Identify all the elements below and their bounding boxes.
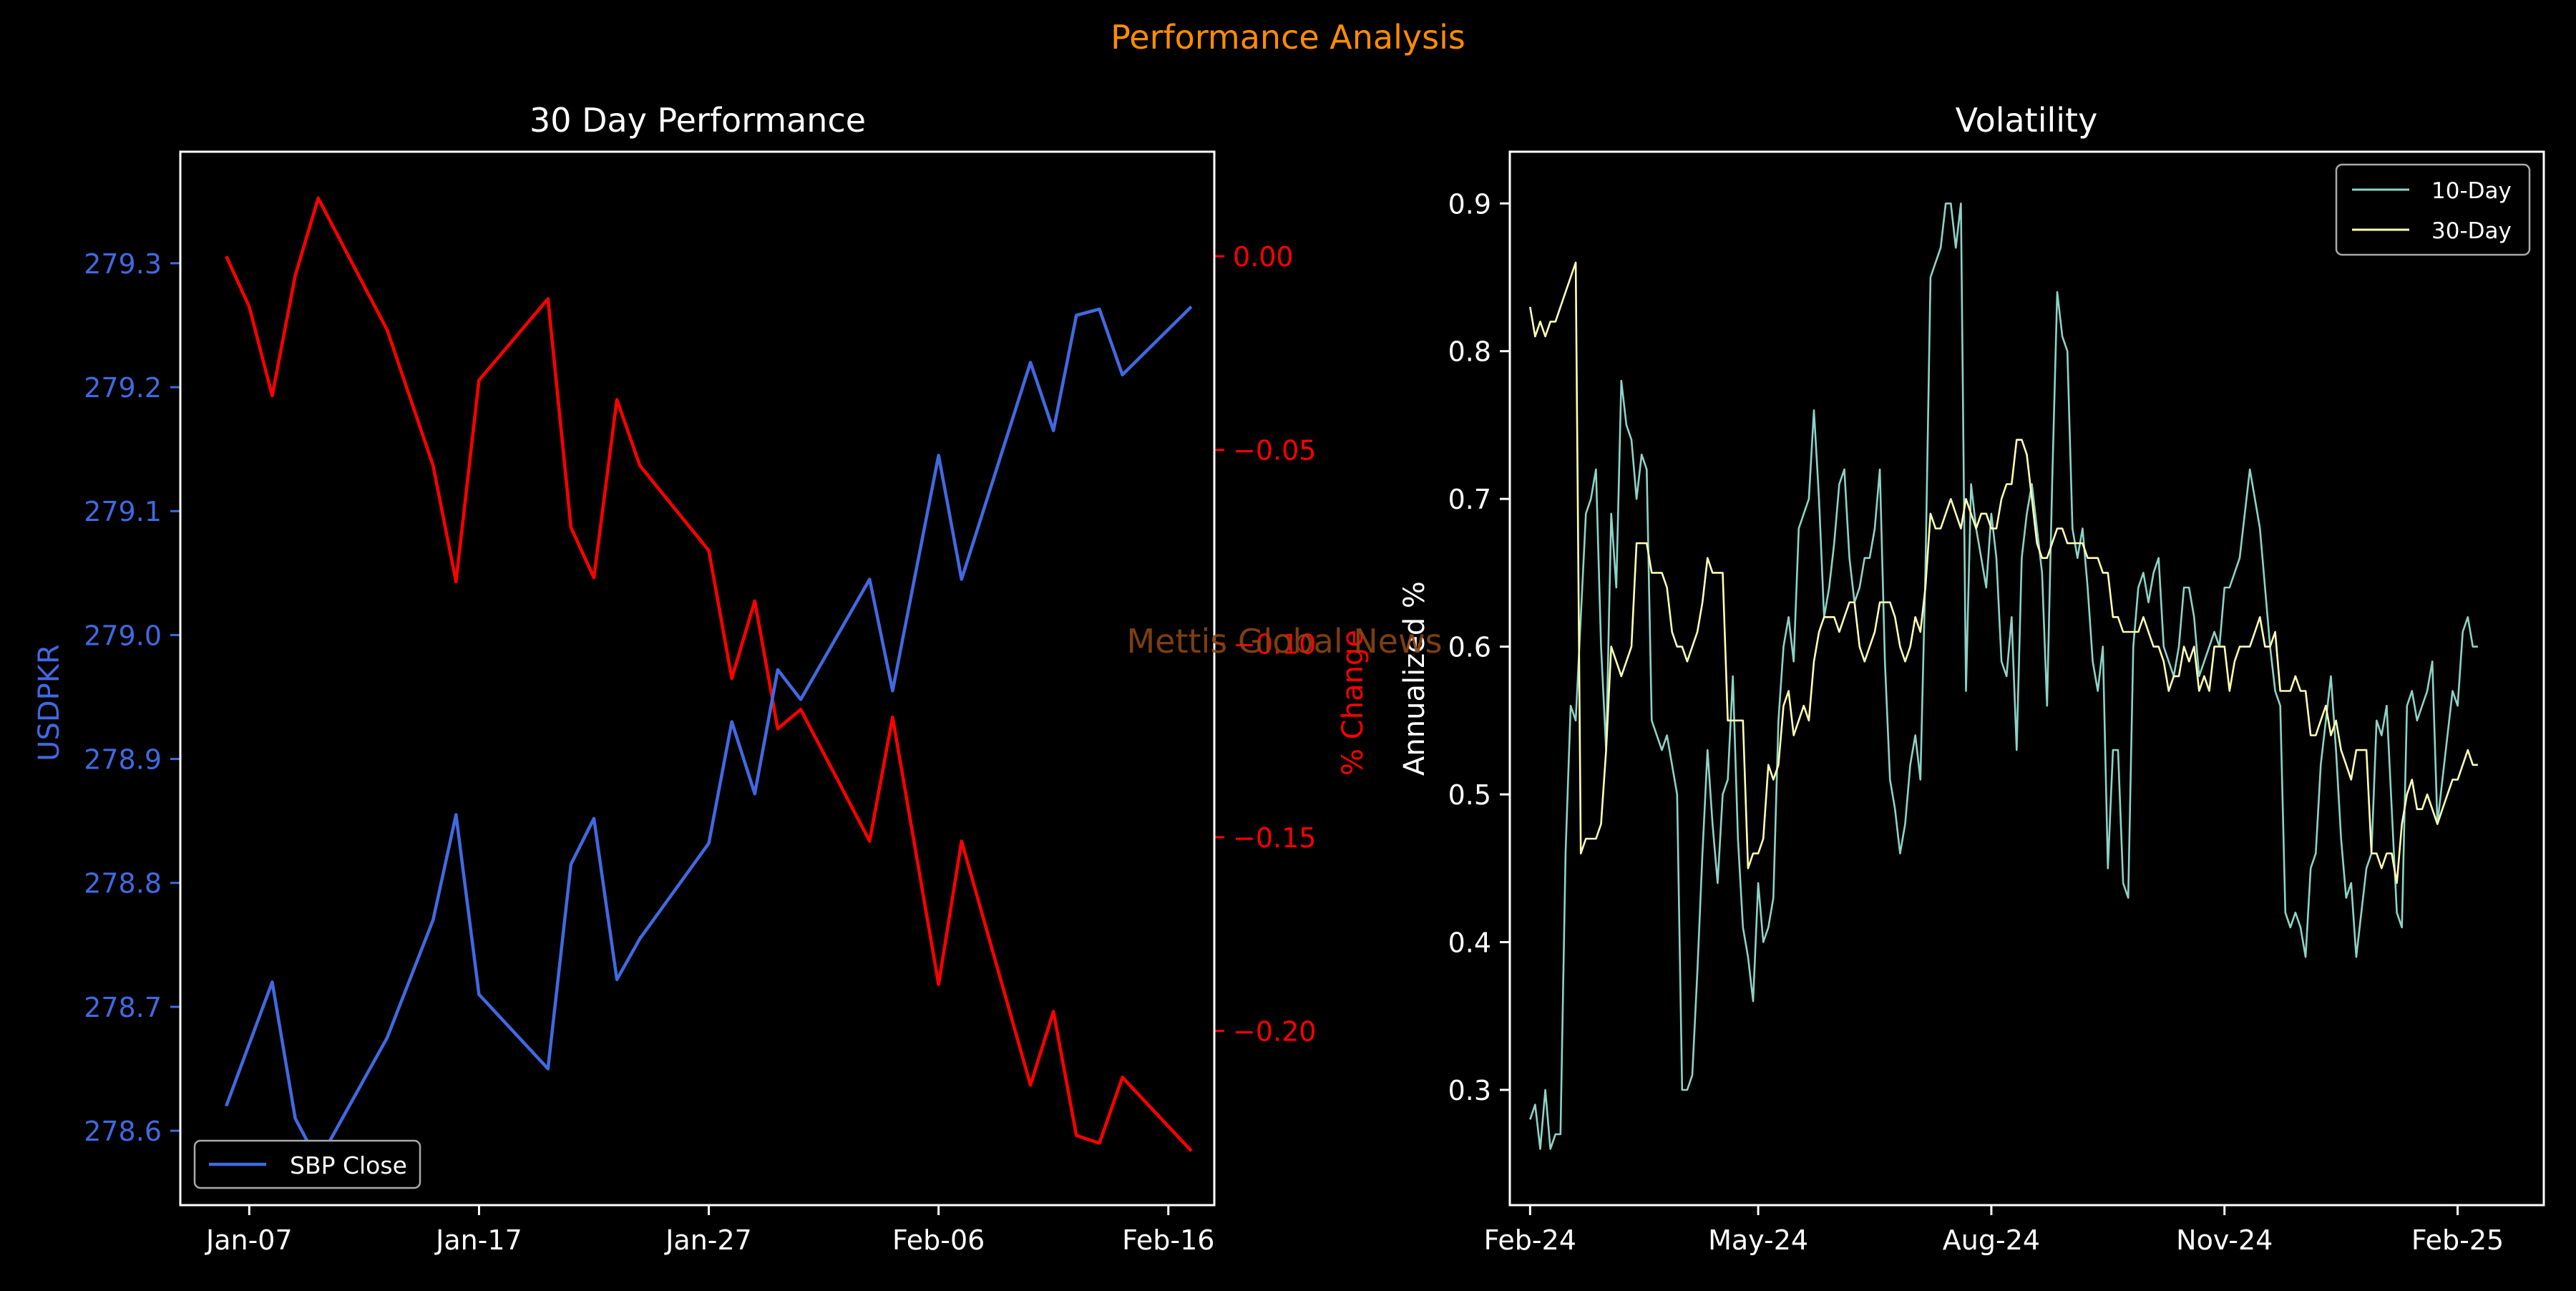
right-legend-box xyxy=(2335,163,2531,256)
left-y-tick-label: 279.2 xyxy=(84,372,162,404)
left-y2-tick-label: −0.15 xyxy=(1233,822,1316,854)
left-y-axis-label: USDPKR xyxy=(33,644,66,761)
right-y-tick-label: 0.3 xyxy=(1448,1075,1491,1106)
figure-suptitle: Performance Analysis xyxy=(1111,18,1465,57)
left-y2-axis-label: % Change xyxy=(1337,630,1370,776)
right-x-tick-label: Aug-24 xyxy=(1943,1224,2040,1256)
right-y-tick-label: 0.8 xyxy=(1448,336,1491,368)
left-legend-box xyxy=(193,1139,421,1189)
left-y-tick-label: 278.8 xyxy=(84,868,162,900)
series-line-30-day xyxy=(1529,261,2478,885)
left-plot-lines xyxy=(225,196,1193,1164)
left-y-tick-label: 278.6 xyxy=(84,1116,162,1147)
right-x-axis: Feb-24 May-24 Aug-24 Nov-24 Feb-25 xyxy=(1484,1205,2504,1256)
left-x-axis: Jan-07 Jan-17 Jan-27 Feb-06 Feb-16 xyxy=(205,1205,1214,1256)
left-y2-tick-label: 0.00 xyxy=(1233,241,1294,273)
right-y-axis: 0.3 0.4 0.5 0.6 0.7 0.8 0.9 xyxy=(1448,188,1510,1106)
left-chart-title: 30 Day Performance xyxy=(530,101,866,140)
right-legend: 10-Day 30-Day xyxy=(2335,163,2531,256)
left-x-tick-label: Jan-27 xyxy=(664,1224,752,1256)
right-plot-lines xyxy=(1529,202,2478,1150)
series-line-sbp-close xyxy=(225,305,1193,1164)
left-y2-tick-label: −0.10 xyxy=(1233,628,1316,660)
right-y-tick-label: 0.6 xyxy=(1448,632,1491,663)
right-y-tick-label: 0.9 xyxy=(1448,188,1491,220)
right-x-tick-label: Feb-25 xyxy=(2411,1224,2504,1256)
left-y-tick-label: 279.1 xyxy=(84,496,162,527)
series-line-pct-change xyxy=(225,196,1193,1152)
left-legend: SBP Close xyxy=(193,1139,421,1189)
left-panel: 30 Day Performance 278.6278.7278.8278.92… xyxy=(33,101,1370,1256)
left-y-axis: 278.6 278.7 278.8 278.9 279.0 279.1 279.2 279.3 xyxy=(84,248,180,1147)
right-y-tick-label: 0.5 xyxy=(1448,779,1491,811)
left-y-tick-label: 278.7 xyxy=(84,992,162,1023)
right-plot-frame xyxy=(1508,150,2545,1207)
left-y2-tick-label: −0.20 xyxy=(1233,1015,1316,1047)
right-chart-title: Volatility xyxy=(1956,101,2098,140)
left-x-tick-label: Jan-17 xyxy=(434,1224,522,1256)
left-y-tick-label: 278.9 xyxy=(84,744,162,776)
right-y-axis-label: Annualized % xyxy=(1398,581,1431,776)
series-line-10-day xyxy=(1529,202,2478,1150)
right-x-tick-label: Nov-24 xyxy=(2176,1224,2273,1256)
left-x-tick-label: Feb-06 xyxy=(892,1224,985,1256)
watermark-text: Mettis Global News xyxy=(1126,622,1442,661)
left-y-tick-label: 279.3 xyxy=(84,248,162,280)
legend-label-sbp-close: SBP Close xyxy=(290,1151,407,1179)
right-panel: Volatility 0.3 0.4 0.5 0.6 0.7 0.8 0.9 Feb-24 M… xyxy=(1398,101,2545,1256)
left-y2-tick-label: −0.05 xyxy=(1233,435,1316,467)
legend-label-10-day: 10-Day xyxy=(2431,178,2512,204)
left-x-tick-label: Feb-16 xyxy=(1122,1224,1214,1256)
right-x-tick-label: Feb-24 xyxy=(1484,1224,1576,1256)
left-y-tick-label: 279.0 xyxy=(84,620,162,651)
right-x-tick-label: May-24 xyxy=(1708,1224,1808,1256)
left-y2-axis: 0.00 −0.05 −0.10 −0.15 −0.20 xyxy=(1214,241,1316,1047)
right-y-tick-label: 0.4 xyxy=(1448,927,1491,959)
left-x-tick-label: Jan-07 xyxy=(205,1224,293,1256)
legend-label-30-day: 30-Day xyxy=(2431,218,2512,244)
right-y-tick-label: 0.7 xyxy=(1448,484,1491,515)
left-plot-frame xyxy=(179,150,1216,1207)
